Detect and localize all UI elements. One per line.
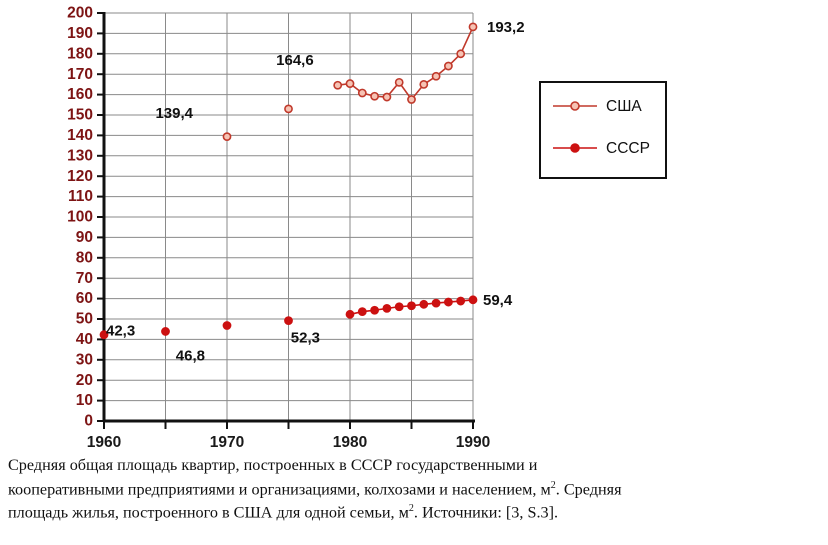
y-axis-tick-label: 180 <box>67 45 93 62</box>
y-axis-tick-label: 120 <box>67 168 93 185</box>
x-axis-tick-label: 1980 <box>333 434 367 451</box>
data-point <box>407 95 416 104</box>
data-point <box>431 298 441 308</box>
legend-label: СССР <box>606 140 650 157</box>
data-point <box>284 104 293 114</box>
y-axis-tick-label: 60 <box>76 290 93 307</box>
data-label: 46,8 <box>176 348 205 365</box>
data-point <box>407 301 416 311</box>
caption-line-3-superscript: 2 <box>408 503 414 515</box>
data-point <box>284 316 293 326</box>
y-axis-tick-label: 50 <box>76 311 93 328</box>
caption-line-2-text-a: кооперативными предприятиями и организац… <box>8 479 551 498</box>
caption-line-2-superscript: 2 <box>550 479 556 491</box>
data-point <box>345 79 355 88</box>
plot-area: 0 10 20 30 40 50 60 70 80 90 100 110 120 130 140 150 160… <box>67 5 667 451</box>
data-label: 42,3 <box>106 323 135 340</box>
y-axis-tick-label: 100 <box>67 209 93 226</box>
data-point <box>357 88 367 98</box>
data-point <box>456 296 466 306</box>
y-axis-tick-label: 20 <box>76 372 93 389</box>
y-axis-tick-label: 0 <box>84 413 93 430</box>
legend-item[interactable]: СССР <box>553 140 650 157</box>
data-point <box>99 330 109 340</box>
y-axis-tick-label: 140 <box>67 127 93 144</box>
legend-marker <box>570 143 580 153</box>
legend-marker <box>570 101 580 111</box>
data-point <box>468 295 478 305</box>
caption-line-1: Средняя общая площадь квартир, построенн… <box>8 455 823 476</box>
data-point <box>456 49 466 59</box>
legend-box <box>539 81 667 179</box>
figure-caption: Средняя общая площадь квартир, построенн… <box>8 455 823 523</box>
series-line <box>337 26 474 101</box>
x-axis-tick-label: 1960 <box>87 434 121 451</box>
data-label: 139,4 <box>155 105 193 122</box>
series-ussr <box>99 295 478 340</box>
legend-item[interactable]: США <box>553 98 642 115</box>
legend-label: США <box>606 98 642 115</box>
y-axis-tick-label: 160 <box>67 86 93 103</box>
data-point <box>468 22 478 32</box>
data-point <box>370 305 380 315</box>
data-point <box>370 91 379 101</box>
data-point <box>419 80 429 89</box>
data-point <box>419 299 429 309</box>
data-label: 164,6 <box>276 52 314 69</box>
caption-line-1-text: Средняя общая площадь квартир, построенн… <box>8 456 538 474</box>
series-usa <box>222 22 478 142</box>
y-axis-tick-label: 70 <box>76 270 93 287</box>
caption-line-2-text-b: . Средняя <box>555 479 622 498</box>
data-point <box>161 327 170 336</box>
data-point <box>357 307 367 317</box>
x-axis-tick-label: 1970 <box>210 434 244 451</box>
data-label: 52,3 <box>291 329 320 346</box>
caption-line-3-text-a: площадь жилья, построенного в США для од… <box>8 503 409 522</box>
y-axis-tick-label: 150 <box>67 107 93 124</box>
data-point <box>443 61 453 71</box>
data-point <box>333 80 343 90</box>
y-axis-tick-label: 10 <box>76 392 93 409</box>
y-axis-tick-label: 80 <box>76 249 93 266</box>
data-point <box>444 297 453 307</box>
data-point <box>431 71 441 81</box>
x-axis-tick-label: 1990 <box>456 434 490 451</box>
y-axis-tick-label: 90 <box>76 229 93 246</box>
data-label: 59,4 <box>483 292 513 309</box>
y-axis-tick-label: 40 <box>76 331 93 348</box>
caption-line-3-text-b: . Источники: [3, S.3]. <box>413 503 559 522</box>
data-point <box>382 92 392 102</box>
data-point <box>394 77 404 87</box>
data-point <box>222 321 232 330</box>
data-point <box>345 309 355 319</box>
data-point <box>222 132 232 142</box>
y-axis-tick-label: 200 <box>67 5 93 22</box>
legend: США СССР <box>539 81 667 179</box>
y-axis-tick-label: 110 <box>68 188 93 205</box>
data-point <box>394 302 404 312</box>
data-label: 193,2 <box>487 19 525 36</box>
caption-line-3: площадь жилья, построенного в США для од… <box>8 499 823 523</box>
y-axis-tick-label: 170 <box>67 66 93 83</box>
y-axis-tick-label: 190 <box>67 25 93 42</box>
y-axis-tick-label: 30 <box>76 351 93 368</box>
caption-line-2: кооперативными предприятиями и организац… <box>8 476 823 500</box>
y-axis-tick-label: 130 <box>67 147 93 164</box>
data-point <box>382 303 392 313</box>
line-chart: 0 10 20 30 40 50 60 70 80 90 100 110 120 130 140 150 160… <box>67 5 667 451</box>
